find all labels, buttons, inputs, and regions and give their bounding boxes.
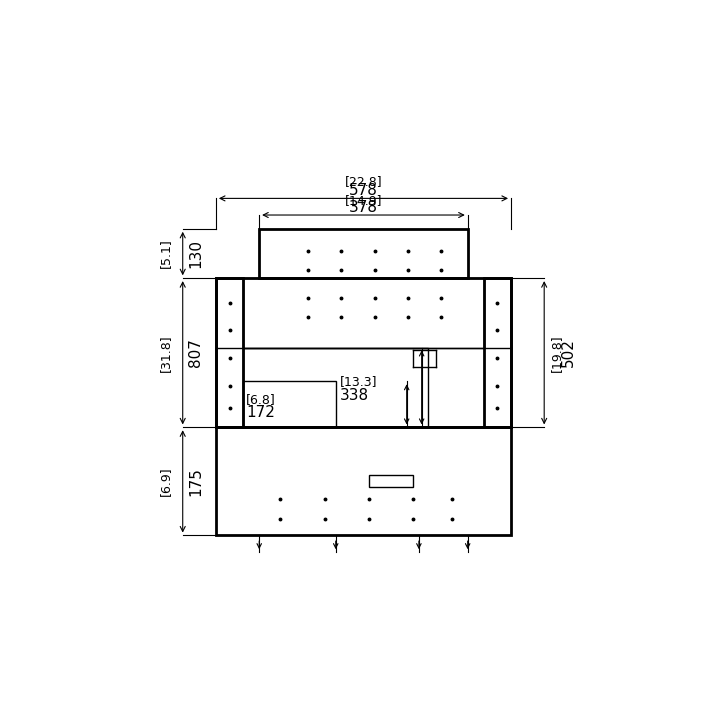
Text: [13.3]: [13.3]: [340, 375, 378, 388]
Text: 502: 502: [561, 338, 576, 367]
Bar: [259, 229, 468, 278]
Text: [22.8]: [22.8]: [345, 176, 382, 189]
Text: [5.1]: [5.1]: [158, 238, 171, 269]
Bar: [216, 428, 511, 536]
Text: 578: 578: [349, 183, 378, 198]
Text: [14.9]: [14.9]: [345, 194, 382, 207]
Text: 338: 338: [340, 388, 369, 403]
Text: [31.8]: [31.8]: [158, 334, 171, 372]
Bar: [243, 382, 336, 428]
Bar: [243, 278, 484, 348]
Text: 130: 130: [188, 239, 203, 268]
Text: [19.8]: [19.8]: [550, 334, 563, 372]
Text: [6.8]: [6.8]: [246, 393, 276, 406]
Bar: [243, 348, 428, 428]
Text: 378: 378: [349, 200, 378, 215]
Bar: [484, 278, 511, 428]
Text: 172: 172: [246, 405, 275, 420]
Text: [6.9]: [6.9]: [158, 467, 171, 496]
Bar: [216, 278, 243, 428]
Text: 175: 175: [188, 467, 203, 496]
Bar: [369, 474, 413, 487]
Text: 807: 807: [188, 338, 203, 367]
Bar: [216, 278, 511, 428]
